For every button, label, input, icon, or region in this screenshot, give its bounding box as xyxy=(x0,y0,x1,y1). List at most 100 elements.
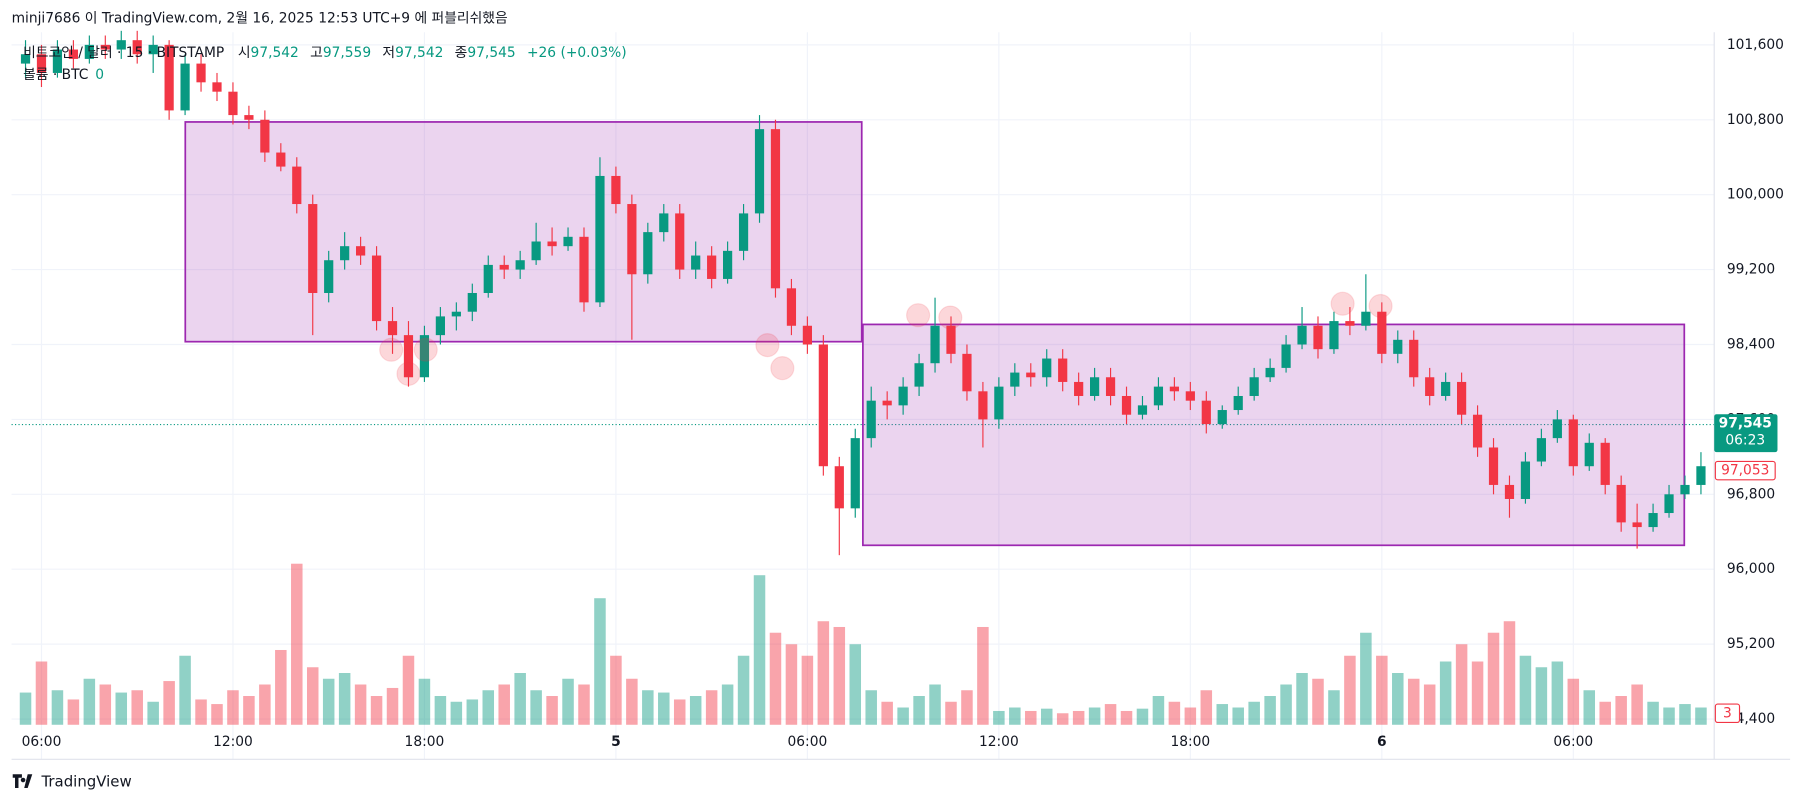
candle-body xyxy=(1185,391,1195,401)
highlight-circle xyxy=(770,356,795,381)
low-value: 97,542 xyxy=(395,45,443,61)
volume-bar xyxy=(961,690,973,725)
volume-bar xyxy=(1232,707,1244,725)
volume-bar xyxy=(1503,621,1516,725)
candle-body xyxy=(228,91,238,116)
candle-body xyxy=(1600,442,1610,485)
volume-bar xyxy=(259,684,271,725)
volume-bar xyxy=(1360,632,1372,725)
candle-body xyxy=(1425,377,1435,396)
candle-body xyxy=(754,129,765,214)
candle-body xyxy=(1105,377,1116,396)
volume-bar xyxy=(1216,704,1229,725)
footer-logo: TradingView xyxy=(12,772,132,790)
volume-bar xyxy=(977,626,989,725)
volume-value: 0 xyxy=(95,67,104,83)
volume-bar xyxy=(51,690,64,725)
volume-bar xyxy=(1583,690,1596,725)
volume-bar xyxy=(434,696,447,725)
volume-bar xyxy=(147,701,159,725)
candle-body xyxy=(1297,325,1307,345)
high-value: 97,559 xyxy=(323,45,371,61)
candle-body xyxy=(419,335,430,378)
candle-body xyxy=(356,246,366,256)
y-tick-label: 96,000 xyxy=(1727,561,1775,577)
candle-body xyxy=(1664,494,1674,514)
x-tick-label: 06:00 xyxy=(788,734,828,750)
candle-body xyxy=(116,40,126,50)
candle-body xyxy=(531,241,541,261)
volume-bar xyxy=(1072,710,1085,725)
candle-body xyxy=(898,386,908,406)
candle-body xyxy=(308,204,318,293)
volume-bar xyxy=(849,644,862,725)
countdown-label: 06:23 xyxy=(1725,433,1765,449)
highlight-circle xyxy=(1368,293,1393,319)
volume-bar xyxy=(370,696,383,725)
candle-body xyxy=(978,391,988,420)
volume-bar xyxy=(833,626,846,725)
volume-bar xyxy=(562,678,574,725)
candle-body xyxy=(435,316,445,336)
volume-bar xyxy=(1184,707,1197,725)
volume-bar xyxy=(689,696,702,725)
high-label: 고 xyxy=(310,45,323,61)
y-tick-label: 100,000 xyxy=(1727,187,1784,203)
volume-bar xyxy=(913,696,925,725)
volume-bar xyxy=(1296,673,1308,725)
change-value: +26 (+0.03%) xyxy=(527,45,627,61)
candle-body xyxy=(1313,325,1323,350)
candle-body xyxy=(20,54,31,64)
candle-body xyxy=(164,44,174,111)
candle-body xyxy=(1153,386,1164,406)
volume-bar xyxy=(275,649,287,725)
candle-body xyxy=(786,288,797,326)
volume-bar xyxy=(291,563,303,725)
candle-body xyxy=(276,152,286,167)
volume-bar xyxy=(1200,690,1213,725)
y-tick-label: 98,400 xyxy=(1727,336,1775,352)
last-price-tag xyxy=(1714,414,1778,453)
volume-bar xyxy=(1025,710,1037,725)
volume-bar xyxy=(1567,678,1580,725)
candle-body xyxy=(1393,339,1403,354)
candle-body xyxy=(930,325,940,364)
candle-body xyxy=(371,255,382,322)
candle-body xyxy=(1504,484,1515,499)
candle-body xyxy=(1616,484,1626,523)
y-tick-label: 101,600 xyxy=(1727,37,1784,53)
y-tick-label: 100,800 xyxy=(1727,112,1784,128)
logo-icon xyxy=(12,774,33,789)
volume-bar xyxy=(1120,710,1133,725)
candle-body xyxy=(100,44,110,50)
candle-body xyxy=(1249,377,1259,396)
volume-bar xyxy=(993,710,1005,725)
volume-bar xyxy=(131,690,143,725)
volume-bar xyxy=(322,678,335,725)
candle-body xyxy=(499,264,509,270)
volume-bar xyxy=(865,690,877,725)
candle-body xyxy=(68,49,78,59)
volume-bar xyxy=(338,673,351,725)
candle-body xyxy=(1536,438,1546,462)
candle-body xyxy=(451,311,461,317)
candle-body xyxy=(1169,386,1179,392)
candle-body xyxy=(579,236,589,303)
volume-bar xyxy=(1392,673,1404,725)
highlight-circle xyxy=(413,337,438,362)
candle-body xyxy=(675,213,685,270)
x-tick-label: 6 xyxy=(1377,734,1387,750)
candle-body xyxy=(563,236,573,247)
candle-body xyxy=(1632,522,1642,528)
candle-body xyxy=(324,260,334,293)
candle-body xyxy=(132,40,142,55)
candle-body xyxy=(244,115,254,120)
candle-body xyxy=(196,63,206,83)
publish-header: minji7686 이 TradingView.com, 2월 16, 2025… xyxy=(12,10,508,26)
volume-bar xyxy=(498,684,510,725)
volume-bar xyxy=(450,701,463,725)
x-tick-label: 5 xyxy=(611,734,621,750)
candle-body xyxy=(1441,381,1451,396)
volume-bar xyxy=(1487,632,1500,725)
volume-bar xyxy=(642,690,654,725)
